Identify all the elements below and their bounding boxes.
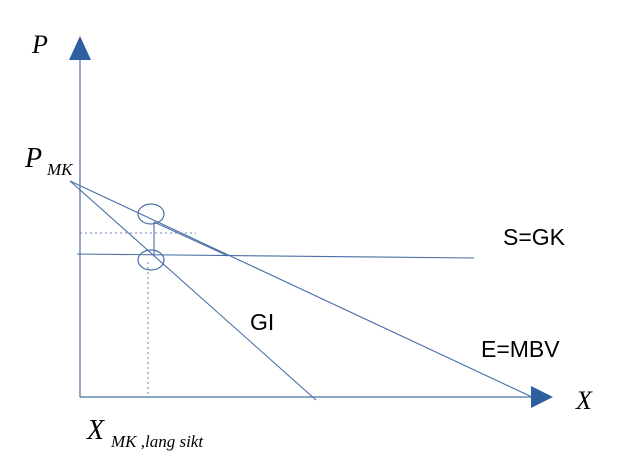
x-axis-label: X (575, 386, 593, 415)
quantity-label-main: X (86, 415, 105, 446)
quantity-label-sub: MK ,lang sikt (110, 432, 204, 451)
demand-offset-line (153, 221, 229, 257)
price-label-sub: MK (46, 160, 74, 179)
axes (69, 36, 553, 408)
highlight-markers (137, 203, 165, 271)
guides (80, 232, 196, 397)
marginal-income-label: GI (250, 309, 274, 335)
marginal-income-curve (69, 180, 317, 401)
lower-marker-circle (137, 249, 165, 271)
x-axis-arrow-icon (531, 386, 553, 408)
demand-curve-label: E=MBV (481, 336, 560, 362)
y-axis-label: P (31, 30, 48, 59)
demand-curve (69, 180, 533, 398)
price-label-main: P (24, 143, 42, 174)
y-axis-arrow-icon (69, 36, 91, 60)
curves (69, 180, 533, 401)
upper-marker-circle (137, 203, 165, 225)
supply-curve (76, 253, 475, 259)
supply-curve-label: S=GK (503, 224, 566, 250)
